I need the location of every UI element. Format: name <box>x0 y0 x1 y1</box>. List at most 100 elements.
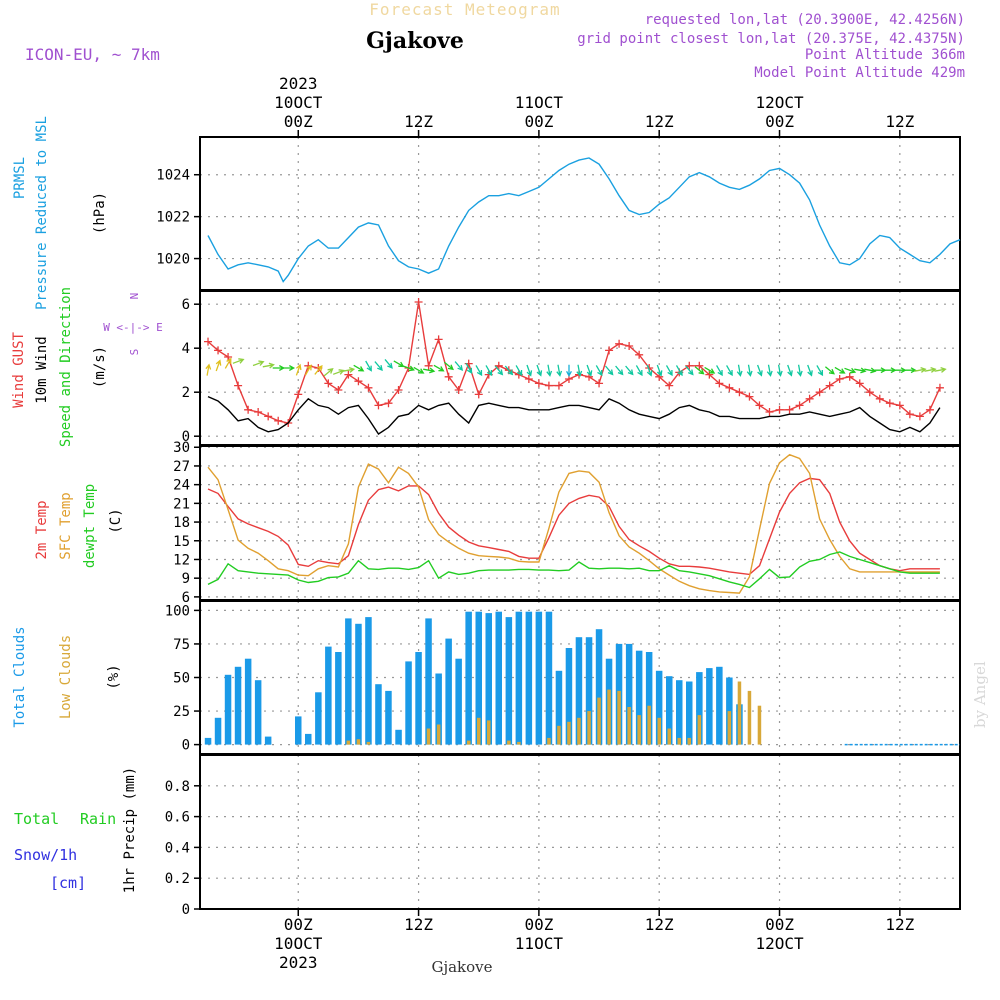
wind-arrow <box>816 365 824 377</box>
total-cloud-bar <box>335 652 342 745</box>
low-cloud-bar <box>657 717 661 745</box>
y-tick-label: 2 <box>182 385 190 401</box>
wind-arrow <box>834 366 846 374</box>
time-label: 12Z <box>404 915 433 934</box>
wind-arrow <box>844 367 857 374</box>
label-precip-mm: 1hr Precip (mm) <box>122 767 138 893</box>
y-tick-label: 0 <box>182 902 190 918</box>
low-cloud-bar <box>587 711 591 745</box>
wind-arrow <box>295 363 302 376</box>
series-sfc-temp <box>207 453 940 594</box>
wind-arrow <box>384 358 393 369</box>
y-tick-label: 0.8 <box>165 779 190 795</box>
gust-marker <box>785 405 794 414</box>
compass-s: S <box>128 349 141 356</box>
y-tick-label: 0.4 <box>165 840 190 856</box>
low-cloud-bar <box>547 737 551 745</box>
wind-arrow <box>766 364 773 377</box>
y-tick-label: 30 <box>173 440 190 456</box>
temp-labels: 2m Temp SFC Temp dewpt Temp (C) <box>34 484 124 568</box>
total-cloud-bar <box>264 736 272 745</box>
wind-arrow <box>864 367 877 374</box>
wind-arrow <box>726 365 733 377</box>
series-wind-gust <box>207 301 941 424</box>
wind-arrow <box>515 365 523 377</box>
label-pressure-msl: Pressure Reduced to MSL <box>34 116 50 310</box>
wind-arrow <box>494 365 504 376</box>
total-cloud-bar <box>515 611 523 745</box>
panel-frame <box>199 754 961 910</box>
gust-marker <box>414 298 423 306</box>
label-low-clouds: Low Clouds <box>58 635 74 719</box>
low-cloud-bar <box>647 705 651 745</box>
time-label: 12Z <box>404 112 433 131</box>
low-cloud-bar <box>426 728 431 745</box>
wind-arrow <box>374 361 383 372</box>
label-10m-wind: 10m Wind <box>34 336 50 403</box>
low-cloud-bar <box>727 711 732 745</box>
total-cloud-bar <box>585 637 593 745</box>
time-label: 12OCT <box>755 934 804 953</box>
wind-arrow <box>353 364 365 372</box>
time-label: 00Z <box>284 112 313 131</box>
gust-marker <box>725 383 734 392</box>
low-cloud-bar <box>737 681 742 745</box>
gust-marker <box>384 399 393 408</box>
low-cloud-bar <box>687 737 691 745</box>
y-tick-label: 25 <box>173 704 190 720</box>
total-cloud-bar <box>525 611 533 745</box>
gust-marker <box>745 392 754 401</box>
point-altitude: Point Altitude 366m <box>805 47 965 63</box>
wind-arrow <box>433 364 445 372</box>
panel-pressure: 1020 1022 1024 <box>156 136 961 291</box>
low-cloud-bar <box>346 740 351 745</box>
precip-labels: Total Rain Snow/1h [cm] 1hr Precip (mm) <box>14 767 138 893</box>
wind-arrow <box>423 367 436 374</box>
gust-marker <box>635 350 644 359</box>
total-cloud-bar <box>254 680 262 745</box>
time-label: 00Z <box>284 915 313 934</box>
total-cloud-bar <box>655 670 663 745</box>
location-title: Gjakove <box>366 28 464 54</box>
total-cloud-bar <box>375 684 382 745</box>
y-tick-label: 75 <box>173 637 190 653</box>
wind-arrow <box>746 364 753 377</box>
series-dewpt-temp <box>207 551 940 589</box>
wind-arrow <box>625 365 634 376</box>
time-label: 11OCT <box>515 93 564 112</box>
gust-marker <box>795 401 804 410</box>
gust-marker <box>204 337 213 346</box>
panel-frame <box>199 290 961 446</box>
wind-arrow <box>615 365 624 376</box>
gust-marker <box>544 381 553 390</box>
total-cloud-bar <box>355 623 362 745</box>
gridpoint-coords: grid point closest lon,lat (20.375E, 42.… <box>577 31 965 47</box>
total-cloud-bar <box>495 611 502 745</box>
gust-marker <box>855 379 864 388</box>
model-label: ICON-EU, ~ 7km <box>25 45 160 64</box>
gust-marker <box>234 381 243 390</box>
total-cloud-bar <box>676 680 683 745</box>
gust-marker <box>765 408 774 416</box>
time-label: 12Z <box>885 112 914 131</box>
time-label: 12Z <box>645 112 674 131</box>
time-label: 00Z <box>524 915 553 934</box>
y-tick-label: 12 <box>173 552 190 568</box>
low-cloud-bar <box>507 740 511 745</box>
gust-marker <box>224 353 233 361</box>
gust-marker <box>935 383 944 392</box>
low-cloud-bar <box>517 741 521 745</box>
gust-marker <box>615 339 624 348</box>
total-cloud-bar <box>535 611 543 745</box>
total-cloud-bar <box>465 611 472 745</box>
wind-arrow <box>323 368 334 377</box>
y-tick-label: 0 <box>182 429 190 445</box>
y-tick-label: 4 <box>182 341 190 357</box>
panel-wind: 0 2 4 6 <box>182 290 961 446</box>
gust-marker <box>605 346 614 355</box>
y-tick-label: 1024 <box>156 168 190 184</box>
total-cloud-bar <box>625 643 633 745</box>
gust-marker <box>274 416 283 425</box>
label-rain: Rain <box>80 810 116 828</box>
gust-marker <box>524 375 533 383</box>
